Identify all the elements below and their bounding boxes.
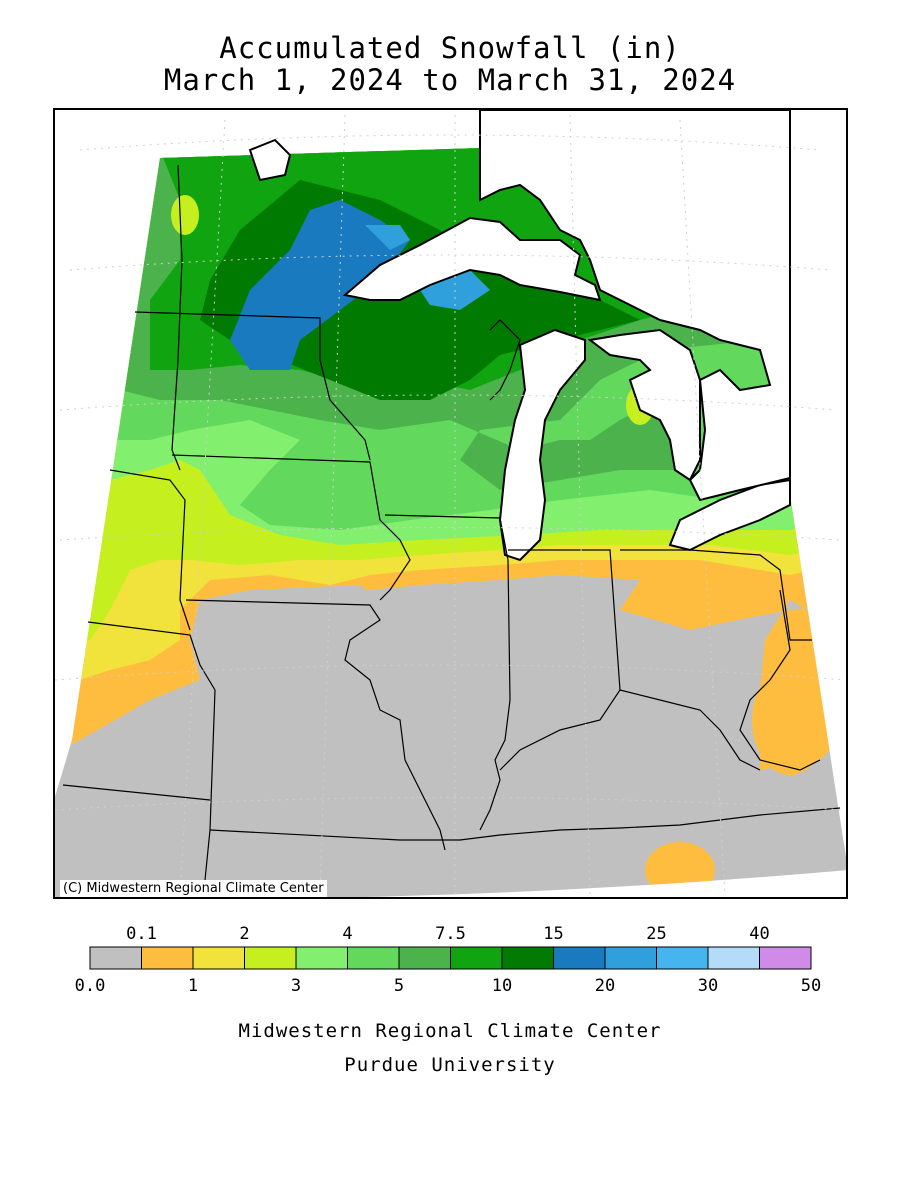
border-tn-ky (209, 807, 841, 841)
legend-label: 40 (749, 924, 769, 944)
legend-label: 10 (492, 976, 512, 996)
border-mn-north (134, 311, 371, 461)
legend-label: 4 (342, 924, 352, 944)
great-lakes (248, 109, 791, 562)
border-ks-ok (62, 784, 211, 801)
graticule (54, 114, 846, 896)
border-ia-mo (185, 599, 446, 851)
map-title: Accumulated Snowfall (in) (219, 31, 681, 65)
legend-swatch (141, 946, 194, 970)
legend-label: 0.0 (75, 976, 106, 996)
legend-label: 5 (394, 976, 404, 996)
map-date-range: March 1, 2024 to March 31, 2024 (163, 63, 737, 97)
border-oh-pa (620, 549, 812, 641)
legend-swatch (450, 946, 503, 970)
legend-swatch (295, 946, 348, 970)
lake-michigan (498, 328, 586, 562)
border-in-oh (499, 549, 621, 771)
lake-of-woods (248, 138, 292, 182)
legend-swatch (89, 946, 142, 970)
lake-huron (587, 328, 701, 482)
canada-land (479, 109, 791, 502)
map-copyright: (C) Midwestern Regional Climate Center (60, 880, 327, 897)
legend-swatch (347, 946, 400, 970)
footer-organization: Midwestern Regional Climate Center (238, 1020, 662, 1042)
legend-label: 7.5 (435, 924, 466, 944)
border-oh-ky (619, 689, 761, 771)
border-ne-ks (87, 621, 216, 691)
legend-label: 0.1 (126, 924, 157, 944)
legend-label: 50 (801, 976, 821, 996)
legend-label: 2 (239, 924, 249, 944)
legend-top-labels: 0.1 2 4 7.5 15 25 40 (126, 924, 770, 944)
border-sd-mn (171, 454, 411, 601)
lake-superior (342, 216, 602, 302)
legend-label: 25 (646, 924, 666, 944)
lake-erie (668, 478, 791, 552)
legend-swatch (398, 946, 451, 970)
legend-label: 3 (291, 976, 301, 996)
state-borders (62, 164, 841, 881)
footer-university: Purdue University (344, 1054, 556, 1076)
border-sd-ne (109, 469, 191, 631)
legend-swatch (656, 946, 709, 970)
legend-swatch (244, 946, 297, 970)
legend-swatch (707, 946, 760, 970)
legend-label: 20 (595, 976, 615, 996)
border-il-in (479, 559, 511, 831)
border-nd-mn (171, 164, 183, 471)
legend-swatch (759, 946, 812, 970)
band-15-20 (230, 200, 410, 370)
patch-light-nd (171, 195, 199, 235)
patch-gray-ia (250, 585, 380, 610)
border-ia-wi (384, 514, 509, 561)
band-20-25 (365, 225, 490, 310)
legend-swatch (604, 946, 657, 970)
legend-colorbar (89, 946, 812, 970)
map-frame (53, 108, 848, 899)
legend-bottom-labels: 0.0 1 3 5 10 20 30 50 (75, 976, 822, 996)
legend-label: 1 (188, 976, 198, 996)
legend-swatch (192, 946, 245, 970)
legend-swatch (501, 946, 554, 970)
border-wi-mi (489, 319, 521, 401)
border-wv (739, 589, 821, 771)
legend-label: 30 (698, 976, 718, 996)
legend-swatch (553, 946, 606, 970)
patch-orange-wv (752, 665, 828, 775)
legend-label: 15 (543, 924, 563, 944)
